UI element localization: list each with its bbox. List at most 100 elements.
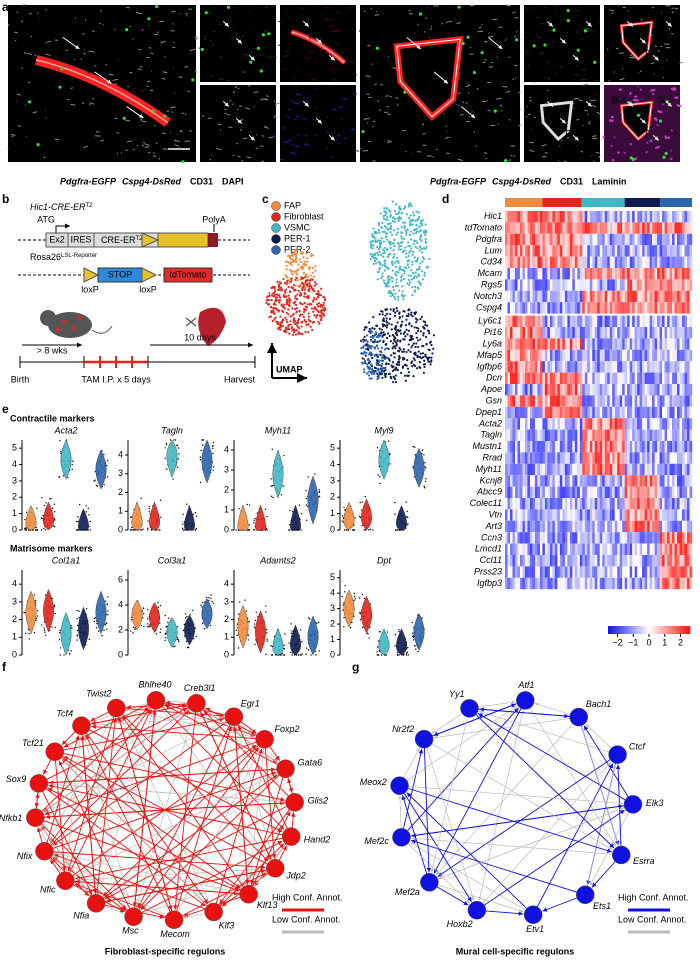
heatmap-cell — [557, 532, 561, 544]
heatmap-cell — [614, 498, 618, 510]
heatmap-cell — [557, 315, 561, 327]
cell-point — [403, 237, 406, 241]
heatmap-cell — [639, 302, 643, 314]
heatmap-cell — [557, 211, 561, 223]
texture — [105, 64, 108, 66]
texture — [246, 156, 252, 159]
cell-point — [290, 264, 293, 267]
heatmap-cell — [687, 349, 690, 362]
heatmap-cell — [669, 290, 673, 303]
heatmap-cell — [677, 222, 680, 234]
heatmap-cell — [505, 543, 508, 555]
cell-point — [412, 242, 415, 245]
heatmap-cell — [602, 441, 605, 453]
heatmap-cell — [549, 463, 553, 476]
heatmap-cell — [602, 233, 605, 246]
heatmap-cell — [542, 441, 546, 453]
heatmap-cell — [622, 418, 625, 430]
heatmap-cell — [682, 279, 685, 291]
heatmap-cell — [629, 543, 633, 555]
texture — [195, 38, 199, 41]
egfp-cell — [466, 35, 470, 39]
texture — [560, 139, 563, 142]
cell-point — [369, 345, 372, 348]
texture — [533, 116, 536, 119]
heatmap-cell — [617, 395, 620, 407]
cell-point — [371, 234, 374, 237]
texture — [139, 118, 143, 121]
heatmap-cell — [567, 361, 571, 373]
heatmap-cell — [587, 498, 590, 510]
egfp-cell — [403, 90, 407, 94]
cell-point — [378, 327, 381, 330]
texture — [668, 28, 671, 31]
cell-point — [311, 328, 314, 332]
gene-label: Prss23 — [474, 566, 502, 576]
cell-point — [372, 256, 376, 259]
egfp-cell — [461, 41, 465, 46]
texture — [487, 81, 491, 84]
heatmap-cell — [609, 290, 613, 303]
heatmap-cell — [609, 372, 613, 384]
cell-point — [402, 207, 406, 211]
heatmap-cell — [542, 245, 546, 257]
heatmap-cell — [684, 475, 688, 487]
texture — [657, 109, 663, 114]
heatmap-cell — [517, 577, 521, 590]
heatmap-cell — [519, 532, 523, 544]
cell-point — [296, 251, 299, 255]
texture — [171, 111, 174, 113]
cell-point — [381, 362, 384, 365]
cell-point — [296, 319, 300, 323]
heatmap-cell — [634, 279, 638, 291]
heatmap-cell — [682, 349, 685, 362]
heatmap-cell — [649, 509, 653, 521]
gene-label: Ly6a — [483, 338, 502, 348]
texture — [302, 118, 307, 120]
channel-label: Pdgfra-EGFP — [430, 176, 487, 186]
heatmap-cell — [644, 532, 648, 544]
cell-point — [380, 368, 383, 371]
texture — [595, 151, 600, 154]
cell-point — [310, 303, 313, 306]
heatmap-cell — [599, 555, 603, 567]
heatmap-cell — [524, 486, 528, 498]
heatmap-cell — [529, 315, 533, 327]
heatmap-cell — [642, 302, 645, 314]
texture — [253, 25, 255, 28]
cell-point — [401, 295, 404, 298]
cell-point — [381, 263, 384, 267]
cell-point — [307, 297, 310, 300]
heatmap-cell — [507, 406, 511, 419]
heatmap-cell — [542, 498, 546, 510]
heatmap-cell — [599, 395, 603, 407]
heatmap-cell — [584, 233, 588, 246]
texture — [467, 92, 470, 94]
cell-point — [412, 232, 415, 235]
heatmap-cell — [617, 566, 620, 578]
heatmap-cell — [557, 498, 561, 510]
heatmap-cell — [547, 268, 551, 280]
structure-label: BM — [391, 31, 405, 41]
heatmap-cell — [644, 315, 648, 327]
texture — [671, 32, 674, 35]
heatmap-cell — [532, 211, 536, 223]
heatmap-cell — [687, 463, 690, 476]
texture — [508, 159, 512, 162]
heatmap-cell — [539, 406, 543, 419]
cell-point — [418, 360, 422, 364]
cell-point — [411, 365, 414, 368]
texture — [377, 100, 380, 103]
heatmap-cell — [612, 543, 615, 555]
cell-point — [415, 230, 419, 233]
heatmap-cell — [624, 315, 628, 327]
cell-point — [387, 209, 391, 212]
heatmap-cell — [609, 566, 613, 578]
heatmap-cell — [582, 498, 585, 510]
cell-point — [403, 330, 406, 334]
heatmap-cell — [579, 290, 583, 303]
cell-point — [392, 380, 395, 384]
heatmap-cell — [647, 452, 650, 464]
heatmap-cell — [602, 532, 605, 544]
heatmap-cell — [529, 543, 533, 555]
